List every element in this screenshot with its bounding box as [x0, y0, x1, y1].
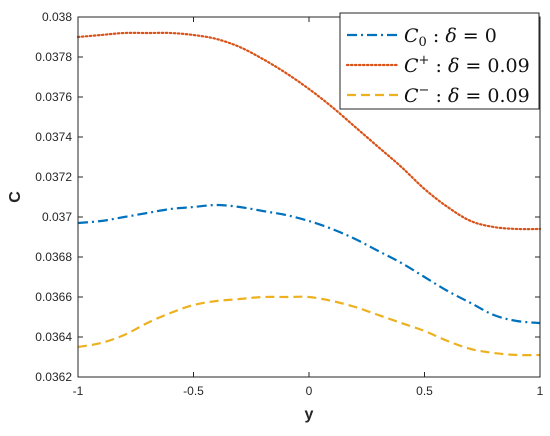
series-line-2 [77, 295, 541, 357]
x-tick-label: -1 [73, 384, 84, 398]
y-tick-label: 0.0378 [35, 50, 72, 64]
y-tick-label: 0.0366 [35, 290, 72, 304]
y-tick-label: 0.038 [42, 10, 72, 24]
ticks-layer: -1 -0.5 0 0.5 1 0.0362 0.0364 0.0366 0.0368 0.037… [35, 10, 543, 398]
series-line-0 [77, 203, 541, 325]
y-tick-label: 0.0372 [35, 170, 72, 184]
legend-entry: C0 : δ = 0 [404, 25, 497, 50]
y-tick-label: 0.037 [42, 210, 72, 224]
y-tick-label: 0.0374 [35, 130, 72, 144]
y-axis-title: C [7, 191, 24, 203]
y-tick-label: 0.0368 [35, 250, 72, 264]
x-tick-label: -0.5 [183, 384, 204, 398]
x-tick-label: 1 [537, 384, 544, 398]
legend: C0 : δ = 0 C+ : δ = 0.09 C− : δ = 0.09 [339, 12, 540, 110]
x-axis-title: y [305, 406, 314, 423]
legend-box [339, 12, 540, 110]
y-tick-label: 0.0376 [35, 90, 72, 104]
legend-entry: C+ : δ = 0.09 [404, 53, 530, 77]
y-tick-label: 0.0364 [35, 330, 72, 344]
y-tick-label: 0.0362 [35, 370, 72, 384]
legend-entry: C− : δ = 0.09 [404, 83, 530, 107]
series-line-1 [76, 31, 542, 231]
x-tick-label: 0 [306, 384, 313, 398]
series-layer [76, 31, 542, 357]
x-tick-label: 0.5 [416, 384, 433, 398]
